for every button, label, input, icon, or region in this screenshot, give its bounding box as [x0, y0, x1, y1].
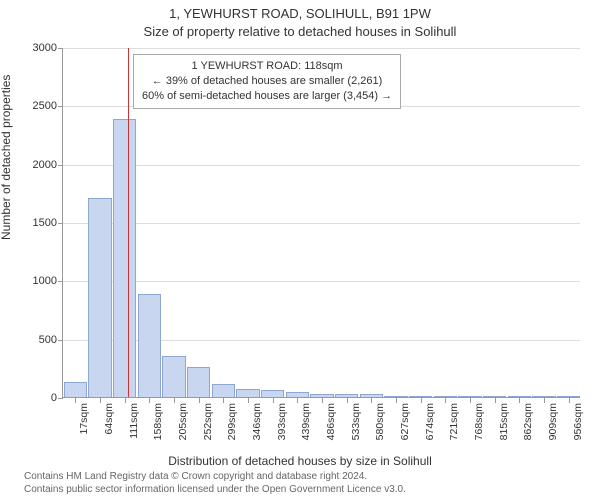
x-tick-label: 627sqm — [399, 403, 411, 455]
x-tick — [569, 397, 570, 403]
y-tick-label: 1500 — [33, 217, 57, 229]
x-tick — [322, 397, 323, 403]
y-tick-label: 2500 — [33, 100, 57, 112]
x-tick-label: 158sqm — [152, 403, 164, 455]
x-tick — [371, 397, 372, 403]
histogram-bar — [138, 294, 161, 397]
x-tick — [223, 397, 224, 403]
footnote-line2: Contains public sector information licen… — [24, 484, 406, 495]
histogram-bar — [212, 384, 235, 397]
x-tick — [75, 397, 76, 403]
histogram-bar — [88, 198, 111, 398]
x-tick-label: 909sqm — [547, 403, 559, 455]
y-tick-label: 500 — [39, 334, 57, 346]
x-tick — [470, 397, 471, 403]
histogram-bar — [261, 390, 284, 397]
x-tick — [495, 397, 496, 403]
x-tick — [519, 397, 520, 403]
annotation-box: 1 YEWHURST ROAD: 118sqm← 39% of detached… — [133, 54, 401, 109]
x-tick-label: 111sqm — [128, 403, 140, 455]
x-tick — [199, 397, 200, 403]
x-tick — [174, 397, 175, 403]
x-tick — [100, 397, 101, 403]
plot-area: 05001000150020002500300017sqm64sqm111sqm… — [62, 48, 580, 398]
x-tick-label: 956sqm — [572, 403, 584, 455]
x-tick-label: 815sqm — [498, 403, 510, 455]
x-tick — [273, 397, 274, 403]
x-tick — [248, 397, 249, 403]
x-tick — [297, 397, 298, 403]
x-tick — [445, 397, 446, 403]
histogram-bar — [162, 356, 185, 397]
x-tick — [347, 397, 348, 403]
x-tick — [149, 397, 150, 403]
y-tick-label: 3000 — [33, 42, 57, 54]
x-tick — [421, 397, 422, 403]
x-tick-label: 486sqm — [325, 403, 337, 455]
annotation-line3: 60% of semi-detached houses are larger (… — [142, 89, 392, 104]
x-tick — [544, 397, 545, 403]
x-tick-label: 346sqm — [251, 403, 263, 455]
histogram-bar — [113, 119, 136, 397]
x-tick-label: 393sqm — [276, 403, 288, 455]
histogram-bar — [187, 367, 210, 397]
x-tick — [125, 397, 126, 403]
x-tick-label: 439sqm — [300, 403, 312, 455]
marker-line — [128, 48, 129, 397]
x-tick-label: 768sqm — [473, 403, 485, 455]
x-tick-label: 205sqm — [177, 403, 189, 455]
y-tick-label: 2000 — [33, 159, 57, 171]
x-tick-label: 17sqm — [78, 403, 90, 455]
x-tick-label: 64sqm — [103, 403, 115, 455]
annotation-line1: 1 YEWHURST ROAD: 118sqm — [142, 59, 392, 74]
x-tick-label: 721sqm — [448, 403, 460, 455]
x-tick-label: 862sqm — [522, 403, 534, 455]
chart-title-line1: 1, YEWHURST ROAD, SOLIHULL, B91 1PW — [0, 6, 600, 21]
annotation-line2: ← 39% of detached houses are smaller (2,… — [142, 74, 392, 89]
y-tick — [58, 398, 63, 399]
footnote: Contains HM Land Registry data © Crown c… — [24, 471, 592, 496]
y-axis-label: Number of detached properties — [0, 75, 13, 240]
x-tick — [396, 397, 397, 403]
footnote-line1: Contains HM Land Registry data © Crown c… — [24, 471, 367, 482]
x-tick-label: 674sqm — [424, 403, 436, 455]
x-axis-label: Distribution of detached houses by size … — [0, 454, 600, 468]
histogram-bar — [236, 389, 259, 397]
chart-container: 1, YEWHURST ROAD, SOLIHULL, B91 1PW Size… — [0, 0, 600, 500]
x-tick-label: 533sqm — [350, 403, 362, 455]
y-tick-label: 0 — [51, 392, 57, 404]
x-tick-label: 580sqm — [374, 403, 386, 455]
chart-title-line2: Size of property relative to detached ho… — [0, 24, 600, 39]
y-tick-label: 1000 — [33, 275, 57, 287]
x-tick-label: 252sqm — [202, 403, 214, 455]
x-tick-label: 299sqm — [226, 403, 238, 455]
histogram-bar — [64, 382, 87, 397]
